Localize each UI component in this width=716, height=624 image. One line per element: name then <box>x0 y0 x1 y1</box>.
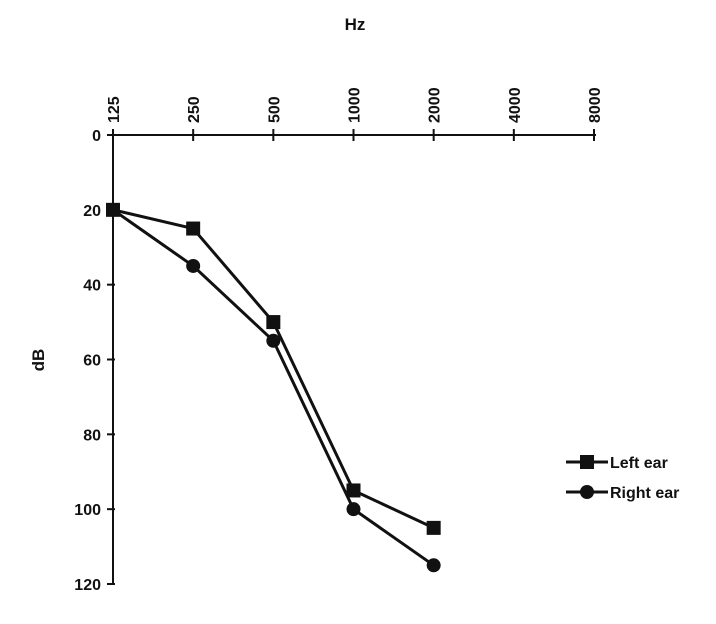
x-tick-label: 1000 <box>347 87 364 123</box>
data-point-right-ear <box>186 258 201 273</box>
series-line-right-ear <box>112 208 435 567</box>
x-ticks: 125 250 500 1000 2000 4000 8000 <box>106 87 604 141</box>
series-layer <box>106 202 441 573</box>
y-tick-label: 40 <box>83 278 101 295</box>
x-tick-label: 2000 <box>427 87 444 123</box>
legend-marker <box>580 485 594 499</box>
x-axis-label: Hz <box>345 15 366 34</box>
x-tick-label: 500 <box>266 96 283 123</box>
y-tick-label: 120 <box>74 577 101 594</box>
y-ticks: 0 20 40 60 80 100 120 <box>74 128 115 594</box>
legend-label: Right ear <box>610 485 679 502</box>
y-tick-label: 100 <box>74 502 101 519</box>
y-tick-label: 20 <box>83 203 101 220</box>
data-point-left-ear <box>346 483 361 498</box>
legend-marker <box>580 455 594 469</box>
y-axis-label: dB <box>29 349 48 372</box>
series-line-left-ear <box>112 208 435 530</box>
x-tick-label: 4000 <box>507 87 524 123</box>
legend: Left ear Right ear <box>566 455 679 502</box>
x-tick-label: 125 <box>106 96 123 123</box>
y-tick-label: 80 <box>83 427 101 444</box>
data-point-right-ear <box>106 202 120 217</box>
y-tick-label: 60 <box>83 353 101 370</box>
data-point-right-ear <box>266 333 281 348</box>
data-point-left-ear <box>266 315 281 330</box>
data-point-left-ear <box>186 221 201 236</box>
data-point-right-ear <box>426 558 441 573</box>
data-point-left-ear <box>426 520 441 535</box>
data-point-right-ear <box>346 502 361 517</box>
y-tick-label: 0 <box>92 128 101 145</box>
legend-label: Left ear <box>610 455 668 472</box>
x-tick-label: 8000 <box>587 87 604 123</box>
x-tick-label: 250 <box>186 96 203 123</box>
